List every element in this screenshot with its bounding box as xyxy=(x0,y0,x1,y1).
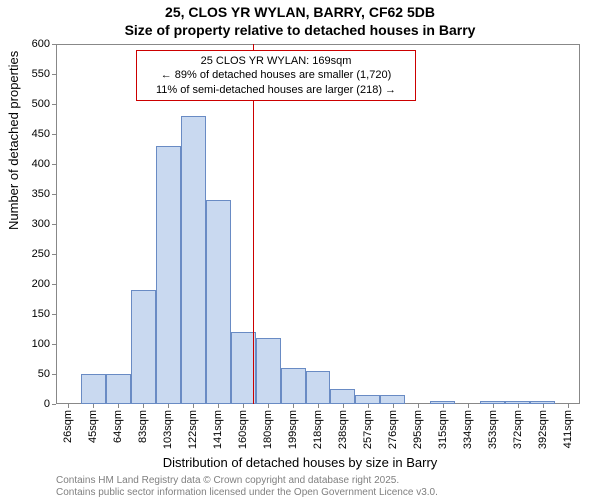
ytick-label: 250 xyxy=(32,248,50,260)
xtick-mark xyxy=(68,404,69,408)
xtick-label: 26sqm xyxy=(62,410,74,443)
ytick-label: 300 xyxy=(32,218,50,230)
ytick-label: 500 xyxy=(32,98,50,110)
xtick-mark xyxy=(368,404,369,408)
footer-line-1: Contains HM Land Registry data © Crown c… xyxy=(56,475,399,486)
xtick-mark xyxy=(318,404,319,408)
ytick-label: 550 xyxy=(32,68,50,80)
xtick-mark xyxy=(418,404,419,408)
xtick-label: 353sqm xyxy=(487,410,499,449)
xtick-label: 411sqm xyxy=(562,410,574,448)
xtick-mark xyxy=(218,404,219,408)
xtick-label: 122sqm xyxy=(187,410,199,449)
histogram-bar xyxy=(306,371,331,404)
xtick-mark xyxy=(393,404,394,408)
xtick-mark xyxy=(193,404,194,408)
title-sub: Size of property relative to detached ho… xyxy=(0,22,600,38)
ytick-mark xyxy=(52,284,56,285)
ytick-label: 100 xyxy=(32,338,50,350)
histogram-bar xyxy=(380,395,405,404)
xtick-label: 141sqm xyxy=(212,410,224,449)
xtick-label: 64sqm xyxy=(112,410,124,443)
histogram-bar xyxy=(355,395,380,404)
xtick-mark xyxy=(443,404,444,408)
xtick-mark xyxy=(568,404,569,408)
xtick-mark xyxy=(143,404,144,408)
ytick-mark xyxy=(52,374,56,375)
xtick-label: 45sqm xyxy=(87,410,99,443)
xtick-label: 160sqm xyxy=(237,410,249,449)
histogram-bar xyxy=(131,290,156,404)
xtick-label: 238sqm xyxy=(337,410,349,449)
histogram-bar xyxy=(106,374,131,404)
ytick-mark xyxy=(52,224,56,225)
xtick-mark xyxy=(343,404,344,408)
xtick-label: 372sqm xyxy=(512,410,524,449)
annotation-line3: 11% of semi-detached houses are larger (… xyxy=(145,83,407,97)
xtick-label: 180sqm xyxy=(262,410,274,449)
xtick-mark xyxy=(518,404,519,408)
histogram-bar xyxy=(330,389,355,404)
xtick-label: 199sqm xyxy=(287,410,299,449)
annotation-box: 25 CLOS YR WYLAN: 169sqm ← 89% of detach… xyxy=(136,50,416,101)
xtick-label: 315sqm xyxy=(437,410,449,449)
ytick-mark xyxy=(52,104,56,105)
histogram-bar xyxy=(156,146,181,404)
xtick-label: 295sqm xyxy=(412,410,424,449)
xtick-label: 392sqm xyxy=(537,410,549,449)
ytick-label: 150 xyxy=(32,308,50,320)
ytick-label: 350 xyxy=(32,188,50,200)
histogram-bar xyxy=(181,116,206,404)
xtick-mark xyxy=(268,404,269,408)
ytick-mark xyxy=(52,344,56,345)
xtick-mark xyxy=(293,404,294,408)
ytick-label: 450 xyxy=(32,128,50,140)
annotation-line1: 25 CLOS YR WYLAN: 169sqm xyxy=(145,54,407,68)
ytick-mark xyxy=(52,314,56,315)
xtick-label: 257sqm xyxy=(362,410,374,449)
ytick-mark xyxy=(52,194,56,195)
xtick-mark xyxy=(543,404,544,408)
footer-line-2: Contains public sector information licen… xyxy=(56,487,438,498)
ytick-label: 200 xyxy=(32,278,50,290)
ytick-label: 0 xyxy=(44,398,50,410)
ytick-mark xyxy=(52,164,56,165)
histogram-bar xyxy=(206,200,231,404)
xtick-mark xyxy=(93,404,94,408)
annotation-line2: ← 89% of detached houses are smaller (1,… xyxy=(145,68,407,82)
xtick-label: 334sqm xyxy=(462,410,474,449)
ytick-label: 50 xyxy=(38,368,50,380)
chart-area: 25 CLOS YR WYLAN: 169sqm ← 89% of detach… xyxy=(56,44,580,404)
xtick-mark xyxy=(168,404,169,408)
xtick-mark xyxy=(118,404,119,408)
ytick-mark xyxy=(52,254,56,255)
xtick-mark xyxy=(468,404,469,408)
xtick-label: 103sqm xyxy=(162,410,174,449)
ytick-mark xyxy=(52,404,56,405)
xtick-mark xyxy=(493,404,494,408)
title-main: 25, CLOS YR WYLAN, BARRY, CF62 5DB xyxy=(0,4,600,20)
xtick-label: 83sqm xyxy=(137,410,149,443)
ytick-mark xyxy=(52,74,56,75)
ytick-label: 600 xyxy=(32,38,50,50)
y-axis-label: Number of detached properties xyxy=(6,51,21,230)
histogram-bar xyxy=(281,368,306,404)
x-axis-label: Distribution of detached houses by size … xyxy=(0,455,600,470)
histogram-bar xyxy=(81,374,106,404)
ytick-mark xyxy=(52,134,56,135)
xtick-label: 276sqm xyxy=(387,410,399,449)
ytick-label: 400 xyxy=(32,158,50,170)
ytick-mark xyxy=(52,44,56,45)
xtick-label: 218sqm xyxy=(312,410,324,449)
xtick-mark xyxy=(243,404,244,408)
histogram-bar xyxy=(256,338,281,404)
